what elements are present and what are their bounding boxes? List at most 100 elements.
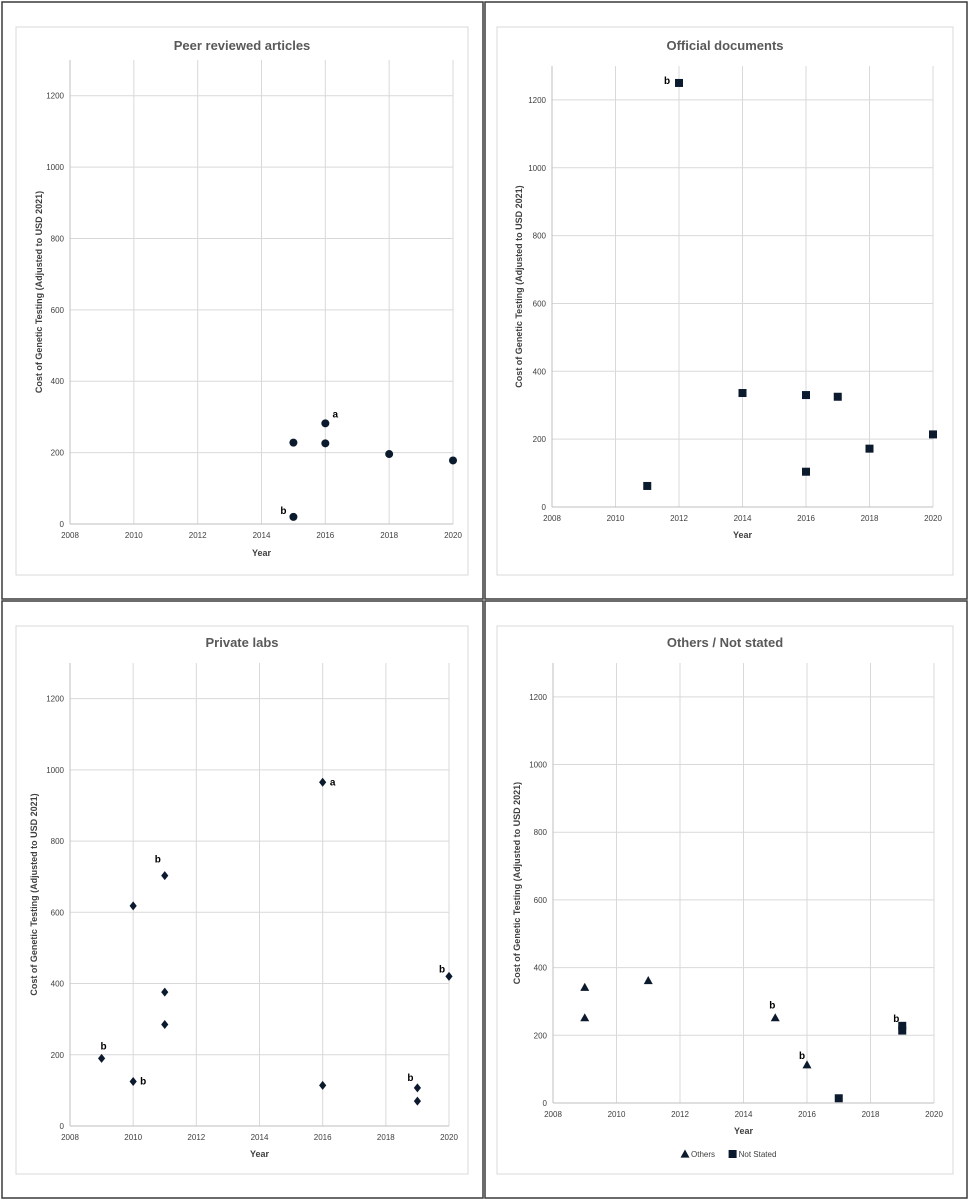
x-tick-label: 2014: [253, 531, 271, 540]
x-tick-label: 2010: [125, 531, 143, 540]
data-point: [449, 456, 457, 465]
x-tick-label: 2020: [440, 1133, 458, 1142]
data-point: [802, 467, 810, 476]
y-tick-label: 600: [51, 306, 65, 315]
legend-label: Not Stated: [739, 1150, 777, 1159]
data-point: [833, 392, 842, 401]
data-point: [319, 1080, 327, 1090]
x-tick-label: 2016: [314, 1133, 332, 1142]
data-point: [738, 389, 747, 398]
quadrant-frame-bottom-right: [484, 600, 968, 1199]
x-tick-label: 2008: [543, 514, 561, 523]
data-point: [161, 987, 169, 997]
data-point: [97, 1053, 106, 1063]
data-point: [643, 975, 653, 985]
y-tick-label: 600: [51, 908, 65, 917]
data-point: [675, 78, 683, 87]
y-tick-label: 800: [534, 828, 548, 837]
y-axis-label: Cost of Genetic Testing (Adjusted to USD…: [514, 185, 524, 387]
data-point: [413, 1083, 422, 1093]
y-tick-label: 400: [51, 377, 65, 386]
x-tick-label: 2016: [316, 531, 334, 540]
x-axis-label: Year: [250, 1149, 270, 1159]
chart-private-labs: 0 200 400 600 800 1000 1200 2008 2010 2012 2014 201…: [29, 635, 458, 1159]
annotation-label: b: [664, 76, 670, 87]
y-tick-label: 1000: [528, 164, 546, 173]
data-point: [161, 871, 169, 881]
chart-panel-official-documents: [496, 26, 954, 576]
y-tick-label: 0: [543, 1099, 548, 1108]
data-point: [834, 1094, 843, 1103]
annotation-label: b: [893, 1014, 899, 1025]
y-tick-label: 1000: [46, 163, 64, 172]
x-tick-label: 2020: [924, 514, 942, 523]
y-tick-label: 1000: [529, 761, 547, 770]
y-tick-label: 400: [51, 980, 65, 989]
x-tick-label: 2012: [187, 1133, 205, 1142]
y-tick-label: 800: [51, 837, 65, 846]
y-tick-label: 200: [51, 1051, 65, 1060]
data-point: [865, 444, 874, 453]
data-point: [385, 450, 394, 459]
annotation-label: b: [101, 1041, 107, 1052]
y-tick-label: 400: [533, 367, 547, 376]
annotation-label: b: [280, 506, 286, 517]
x-tick-label: 2018: [862, 1110, 880, 1119]
annotation-label: b: [140, 1076, 146, 1087]
x-tick-label: 2020: [925, 1110, 943, 1119]
data-point: [289, 512, 298, 521]
data-point: [580, 1013, 590, 1022]
x-tick-label: 2010: [607, 514, 625, 523]
y-tick-label: 200: [534, 1031, 548, 1040]
chart-others-not-stated: 0 200 400 600 800 1000 1200 2008 2010 2012 2014 201…: [512, 635, 943, 1159]
data-point: [898, 1021, 907, 1030]
chart-title: Peer reviewed articles: [174, 38, 311, 53]
y-axis-label: Cost of Genetic Testing (Adjusted to USD…: [512, 782, 522, 984]
y-axis-label: Cost of Genetic Testing (Adjusted to USD…: [29, 793, 39, 995]
x-tick-label: 2012: [671, 1110, 689, 1119]
data-point: [413, 1096, 422, 1106]
legend-label: Others: [691, 1150, 715, 1159]
x-tick-label: 2018: [861, 514, 879, 523]
annotation-label: a: [333, 409, 339, 420]
y-tick-label: 1200: [46, 92, 64, 101]
x-tick-label: 2020: [444, 531, 462, 540]
y-tick-label: 800: [533, 232, 547, 241]
y-tick-label: 1000: [46, 766, 64, 775]
y-tick-label: 0: [60, 520, 65, 529]
y-tick-label: 200: [51, 449, 65, 458]
x-tick-label: 2012: [189, 531, 207, 540]
x-tick-label: 2012: [670, 514, 688, 523]
y-tick-label: 1200: [528, 96, 546, 105]
data-point: [321, 439, 330, 448]
x-tick-label: 2016: [797, 514, 815, 523]
x-tick-label: 2010: [608, 1110, 626, 1119]
data-point: [129, 1076, 137, 1086]
annotation-label: a: [330, 777, 336, 788]
y-tick-label: 200: [533, 435, 547, 444]
y-tick-label: 400: [534, 964, 548, 973]
x-tick-label: 2014: [734, 514, 752, 523]
data-point: [129, 901, 137, 911]
y-axis-label: Cost of Genetic Testing (Adjusted to USD…: [34, 191, 44, 393]
x-tick-label: 2016: [798, 1110, 816, 1119]
x-axis-label: Year: [734, 1126, 754, 1136]
annotation-label: b: [799, 1051, 805, 1062]
data-point: [898, 1026, 907, 1035]
chart-title: Official documents: [666, 38, 783, 53]
annotation-label: b: [769, 1001, 775, 1012]
y-tick-label: 0: [542, 503, 547, 512]
x-tick-label: 2014: [251, 1133, 269, 1142]
legend-marker: [728, 1150, 737, 1158]
x-tick-label: 2008: [61, 531, 79, 540]
chart-official-documents: 0 200 400 600 800 1000 1200 2008 2010 2012 2014 201…: [514, 38, 942, 540]
data-point: [289, 438, 298, 447]
x-tick-label: 2014: [735, 1110, 753, 1119]
y-tick-label: 600: [534, 896, 548, 905]
chart-title: Others / Not stated: [667, 635, 783, 650]
x-tick-label: 2008: [61, 1133, 79, 1142]
quadrant-frame-bottom-left: [1, 600, 484, 1199]
data-point: [802, 391, 810, 400]
quadrant-frame-top-right: [484, 1, 968, 600]
